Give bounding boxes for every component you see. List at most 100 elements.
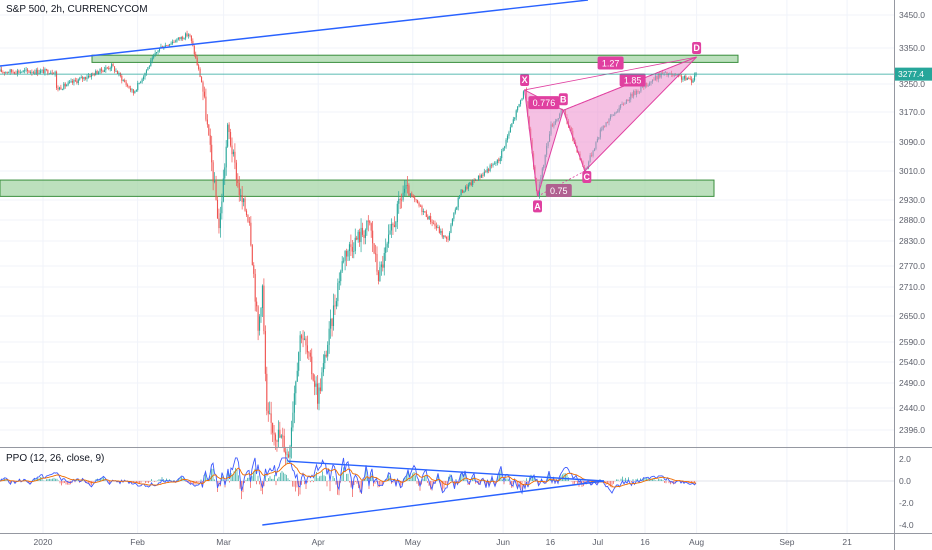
candle-body [115,71,117,72]
candle-body [164,45,166,48]
point-x-label[interactable]: X [522,75,528,85]
point-a-badge[interactable] [533,200,542,213]
point-a-label[interactable]: A [534,201,541,211]
candle-body [470,182,472,186]
ppo-tick-label: -2.0 [899,498,914,508]
candle-body [428,216,430,220]
candle-body [103,69,105,72]
candle-body [0,69,3,72]
ratio-badge[interactable] [597,56,624,70]
candle-body [517,106,519,111]
candle-body [469,182,471,185]
candle-body [153,55,155,58]
candle-body [388,234,390,244]
candle-body [512,119,514,124]
price-pane[interactable] [0,0,894,447]
ratio-badge[interactable] [528,96,560,110]
last-price-label: 3277.4 [898,69,924,79]
candle-body [685,76,687,80]
candle-body [244,198,246,211]
point-x-badge[interactable] [520,73,530,86]
ratio-label[interactable]: 1.27 [602,58,620,68]
candle-body [433,223,435,225]
ratio-label[interactable]: 0.776 [533,98,556,108]
candle-body [176,39,178,42]
indicator-title[interactable]: PPO (12, 26, close, 9) [6,453,105,464]
candle-body [111,64,113,69]
candle-body [196,57,198,66]
candle-body [272,422,274,433]
candle-body [151,57,153,61]
point-d-badge[interactable] [692,42,702,54]
ppo-lower-trendline[interactable] [262,480,605,526]
point-c-badge[interactable] [582,171,592,183]
candle-body [408,185,410,196]
upper-trendline[interactable] [0,0,589,67]
candle-body [137,83,139,91]
ratio-label[interactable]: 1.85 [624,76,642,86]
ratio-label[interactable]: 0.75 [550,186,568,196]
candle-body [520,100,522,105]
candle-body [189,34,191,36]
candle-body [121,75,123,81]
candle-body [393,225,395,228]
candle-body [338,281,340,283]
candle-body [422,211,424,213]
price-axis[interactable]: 3450.0 3350.0 3250.0 3170.0 3090.0 3010.0 2930… [899,10,925,435]
candle-body [515,110,517,118]
ppo-indicator [0,457,894,526]
candle-body [454,209,456,213]
price-tick-label: 3090.0 [899,137,925,147]
point-d-label[interactable]: D [693,43,700,53]
candle-body [286,454,288,456]
trendlines-layer[interactable] [0,0,589,67]
ppo-tick-label: 0.0 [899,476,911,486]
candle-body [145,70,147,73]
resistance-zone[interactable] [91,54,739,63]
candle-body [144,72,146,77]
candle-body [373,243,375,254]
candle-body [521,98,523,101]
candle-body [327,344,329,357]
candle-body [253,265,255,274]
candle-body [89,75,91,78]
candle-body [12,71,14,73]
candle-body [518,104,520,107]
candle-body [267,410,269,414]
candle-body [208,124,210,136]
candle-body [415,199,417,201]
candle-body [435,225,437,228]
candle-body [183,38,185,40]
candle-body [234,151,236,163]
candle-body [392,223,394,226]
time-tick-label: 2020 [34,537,53,547]
symbol-title[interactable]: S&P 500, 2h, CURRENCYCOM [6,4,148,15]
time-axis[interactable]: 2020 Feb Mar Apr May Jun 16 Jul 16 Aug Sep 21 [34,537,853,547]
support-zone[interactable] [0,179,715,197]
candle-body [116,71,118,75]
point-b-badge[interactable] [558,93,568,106]
candle-body [451,218,453,225]
point-c-label[interactable]: C [584,172,591,182]
ratio-badge[interactable] [545,183,572,197]
ppo-upper-trendline[interactable] [288,460,605,482]
candle-body [199,68,201,78]
candle-body [447,238,449,240]
ratio-badge[interactable] [619,73,646,87]
harmonic-pattern[interactable]: X A B C D 0.776 0.75 1.27 1.85 [520,42,702,213]
point-b-label[interactable]: B [560,94,567,104]
candle-body [256,301,258,307]
candle-body [132,89,134,94]
ppo-axis[interactable]: 2.0 0.0 -2.0 -4.0 [899,454,914,530]
candle-body [190,35,192,41]
candle-body [230,132,232,146]
candle-body [325,354,327,357]
candle-body [250,222,252,246]
indicator-pane[interactable] [0,449,894,533]
candle-body [70,80,72,82]
candle-body [273,432,275,435]
candle-body [285,451,287,455]
candle-body [131,89,133,91]
candle-body [344,251,346,261]
